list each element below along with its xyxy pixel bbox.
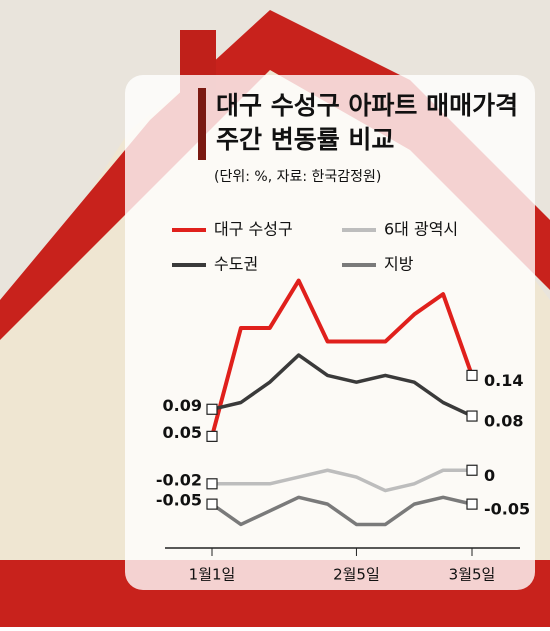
point-marker (206, 478, 218, 490)
point-marker (466, 498, 478, 510)
legend-label: 6대 광역시 (384, 220, 458, 239)
panel (125, 75, 535, 590)
legend-label: 지방 (384, 255, 414, 274)
value-label: 0.09 (163, 396, 202, 415)
x-tick-label: 1월1일 (189, 566, 236, 584)
title: 대구 수성구 아파트 매매가격 (216, 91, 518, 120)
point-marker (206, 498, 218, 510)
value-label: 0.05 (163, 423, 202, 442)
value-label: -0.05 (156, 491, 202, 510)
series-line (210, 278, 474, 437)
x-tick-label: 3월5일 (449, 566, 496, 584)
title-bar (198, 88, 206, 160)
value-label: 0 (484, 466, 495, 485)
value-label: 0.08 (484, 412, 523, 431)
title: 주간 변동률 비교 (216, 125, 394, 154)
x-tick-label: 2월5일 (333, 566, 380, 584)
series-line (212, 468, 472, 493)
point-marker (466, 369, 478, 381)
point-marker (206, 430, 218, 442)
legend-label: 대구 수성구 (214, 220, 293, 239)
subtitle: (단위: %, 자료: 한국감정원) (214, 169, 381, 185)
series-line (210, 495, 473, 527)
point-marker (466, 410, 478, 422)
legend-label: 수도권 (214, 255, 258, 274)
value-label: 0.14 (484, 371, 523, 390)
value-label: -0.05 (484, 500, 530, 519)
value-label: -0.02 (156, 470, 202, 489)
point-marker (206, 403, 218, 415)
series-line (211, 353, 473, 418)
point-marker (466, 464, 478, 476)
